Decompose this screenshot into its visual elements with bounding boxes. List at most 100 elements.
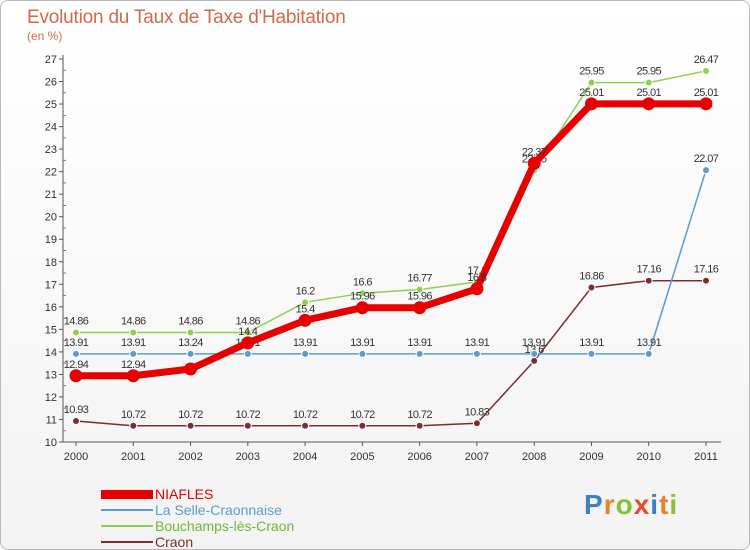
data-label-niafles: 16.8 — [467, 272, 486, 284]
data-point-niafles — [413, 301, 427, 315]
data-point-la-selle-craonnaise — [530, 349, 539, 358]
data-point-craon — [702, 276, 710, 285]
data-point-niafles — [298, 313, 312, 327]
data-point-la-selle-craonnaise — [702, 166, 710, 175]
data-point-niafles — [69, 369, 83, 383]
data-label-bouchamps-l-s-craon: 14.86 — [236, 316, 261, 328]
data-label-la-selle-craonnaise: 13.91 — [579, 337, 604, 349]
data-point-craon — [72, 417, 80, 426]
y-tick-label: 19 — [45, 234, 57, 246]
x-tick-label: 2001 — [121, 451, 145, 463]
data-label-niafles: 25.01 — [636, 87, 661, 99]
y-tick-label: 12 — [45, 392, 57, 404]
series-line-la-selle-craonnaise — [75, 169, 707, 355]
data-label-la-selle-craonnaise: 13.91 — [350, 337, 375, 349]
data-label-la-selle-craonnaise: 13.91 — [293, 337, 318, 349]
data-point-bouchamps-l-s-craon — [243, 328, 252, 337]
data-point-craon — [644, 276, 653, 285]
data-label-craon: 10.72 — [350, 409, 375, 421]
data-label-craon: 10.72 — [121, 409, 146, 421]
data-label-la-selle-craonnaise: 13.91 — [636, 337, 661, 349]
data-label-bouchamps-l-s-craon: 26.47 — [694, 54, 719, 66]
logo-letter: i — [650, 489, 660, 520]
logo-letter: t — [659, 489, 670, 520]
data-label-la-selle-craonnaise: 13.91 — [522, 337, 547, 349]
data-label-niafles: 12.94 — [64, 359, 89, 371]
data-point-niafles — [527, 156, 541, 170]
data-label-la-selle-craonnaise: 13.91 — [465, 337, 490, 349]
data-label-bouchamps-l-s-craon: 25.95 — [636, 66, 661, 78]
data-point-craon — [301, 421, 310, 430]
data-point-niafles — [126, 369, 140, 383]
data-label-craon: 10.72 — [293, 409, 318, 421]
data-label-bouchamps-l-s-craon: 16.77 — [407, 272, 432, 284]
logo-letter: i — [669, 489, 679, 520]
data-label-la-selle-craonnaise: 13.91 — [407, 337, 432, 349]
data-point-bouchamps-l-s-craon — [358, 289, 367, 298]
logo-letter: r — [603, 489, 616, 520]
data-point-craon — [358, 421, 367, 430]
data-label-niafles: 25.01 — [579, 87, 604, 99]
data-label-niafles: 12.94 — [121, 359, 146, 371]
y-tick-label: 25 — [45, 99, 57, 111]
data-point-bouchamps-l-s-craon — [415, 285, 424, 294]
data-label-bouchamps-l-s-craon: 16.6 — [353, 276, 372, 288]
data-point-craon — [415, 421, 424, 430]
x-tick-label: 2010 — [636, 451, 660, 463]
x-tick-label: 2008 — [522, 451, 546, 463]
y-tick-label: 24 — [45, 122, 57, 134]
x-tick-label: 2002 — [178, 451, 202, 463]
series-line-craon — [75, 279, 707, 427]
y-tick-label: 21 — [45, 189, 57, 201]
data-label-craon: 10.93 — [64, 404, 89, 416]
data-point-la-selle-craonnaise — [415, 349, 424, 358]
proxiti-logo: Proxiti — [584, 489, 678, 521]
data-label-niafles: 22.37 — [522, 146, 547, 158]
data-label-craon: 10.83 — [465, 406, 490, 418]
x-tick-label: 2007 — [465, 451, 489, 463]
y-tick-label: 23 — [45, 144, 57, 156]
data-point-niafles — [355, 301, 369, 315]
y-tick-label: 11 — [46, 414, 57, 426]
data-label-niafles: 15.96 — [350, 291, 375, 303]
data-label-craon: 10.72 — [407, 409, 432, 421]
data-label-niafles: 15.96 — [407, 291, 432, 303]
y-tick-label: 17 — [45, 279, 57, 291]
data-point-niafles — [184, 362, 198, 376]
data-point-la-selle-craonnaise — [129, 349, 138, 358]
chart-legend: NIAFLES La Selle-Craonnaise Bouchamps-lè… — [101, 486, 294, 550]
x-tick-label: 2000 — [64, 451, 88, 463]
legend-label-craon: Craon — [155, 534, 194, 550]
data-label-bouchamps-l-s-craon: 16.2 — [296, 285, 315, 297]
logo-letter: P — [584, 489, 604, 520]
legend-swatch-craon — [101, 541, 153, 543]
y-tick-label: 26 — [45, 77, 57, 89]
data-point-bouchamps-l-s-craon — [129, 328, 138, 337]
legend-label-niafles: NIAFLES — [155, 486, 214, 502]
y-tick-label: 22 — [45, 167, 57, 179]
data-point-niafles — [699, 97, 713, 111]
x-tick-label: 2005 — [350, 451, 374, 463]
legend-item-craon: Craon — [101, 534, 294, 550]
data-label-niafles: 14.4 — [238, 326, 257, 338]
legend-item-niafles: NIAFLES — [101, 486, 294, 502]
data-point-bouchamps-l-s-craon — [587, 78, 596, 87]
y-tick-label: 15 — [45, 324, 57, 336]
chart-subtitle: (en %) — [27, 29, 63, 43]
y-tick-label: 27 — [45, 54, 57, 66]
data-label-niafles: 15.4 — [296, 303, 315, 315]
legend-swatch-bouchamps-les-craon — [101, 525, 153, 527]
data-label-bouchamps-l-s-craon: 14.86 — [121, 316, 146, 328]
data-point-bouchamps-l-s-craon — [644, 78, 653, 87]
data-point-la-selle-craonnaise — [644, 349, 653, 358]
data-point-bouchamps-l-s-craon — [72, 328, 80, 337]
y-tick-label: 10 — [45, 437, 57, 449]
data-point-la-selle-craonnaise — [301, 349, 310, 358]
y-tick-label: 13 — [45, 369, 57, 381]
data-point-bouchamps-l-s-craon — [301, 298, 310, 307]
chart-title: Evolution du Taux de Taxe d'Habitation — [27, 7, 346, 28]
data-point-niafles — [642, 97, 656, 111]
data-label-la-selle-craonnaise: 13.91 — [64, 337, 89, 349]
